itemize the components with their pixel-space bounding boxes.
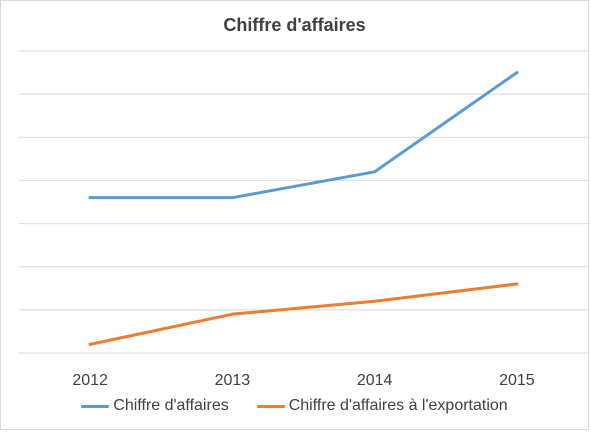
legend-label: Chiffre d'affaires à l'exportation bbox=[288, 397, 508, 414]
chart-title: Chiffre d'affaires bbox=[223, 15, 366, 35]
series-line-2 bbox=[88, 282, 519, 346]
legend-item-2: Chiffre d'affaires à l'exportation bbox=[256, 397, 508, 415]
legend-item-1: Chiffre d'affaires bbox=[81, 397, 229, 415]
x-tick-label: 2013 bbox=[215, 372, 251, 389]
data-point-2-2013 bbox=[230, 312, 234, 316]
legend-label: Chiffre d'affaires bbox=[113, 397, 229, 414]
x-tick-label: 2012 bbox=[72, 372, 108, 389]
data-point-2-2014 bbox=[373, 299, 377, 303]
data-point-2-2015 bbox=[515, 282, 519, 286]
data-point-1-2013 bbox=[230, 196, 234, 200]
data-point-2-2012 bbox=[88, 342, 92, 346]
legend: Chiffre d'affaires Chiffre d'affaires à l… bbox=[1, 397, 588, 415]
legend-swatch bbox=[81, 404, 110, 408]
data-point-1-2014 bbox=[373, 170, 377, 174]
x-tick-label: 2014 bbox=[357, 372, 393, 389]
data-point-1-2015 bbox=[515, 71, 519, 75]
x-tick-label: 2015 bbox=[499, 372, 535, 389]
series-line-1 bbox=[88, 71, 519, 200]
data-point-1-2012 bbox=[88, 196, 92, 200]
legend-swatch bbox=[256, 404, 285, 408]
